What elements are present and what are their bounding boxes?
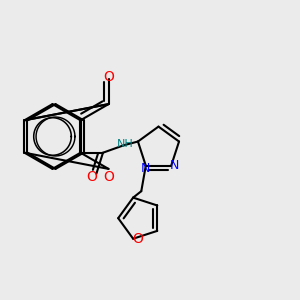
- Text: O: O: [103, 70, 114, 84]
- Text: N: N: [141, 162, 151, 175]
- Text: O: O: [86, 170, 97, 184]
- Text: N: N: [169, 159, 179, 172]
- Text: NH: NH: [117, 139, 134, 149]
- Text: O: O: [132, 232, 143, 246]
- Text: O: O: [103, 170, 114, 184]
